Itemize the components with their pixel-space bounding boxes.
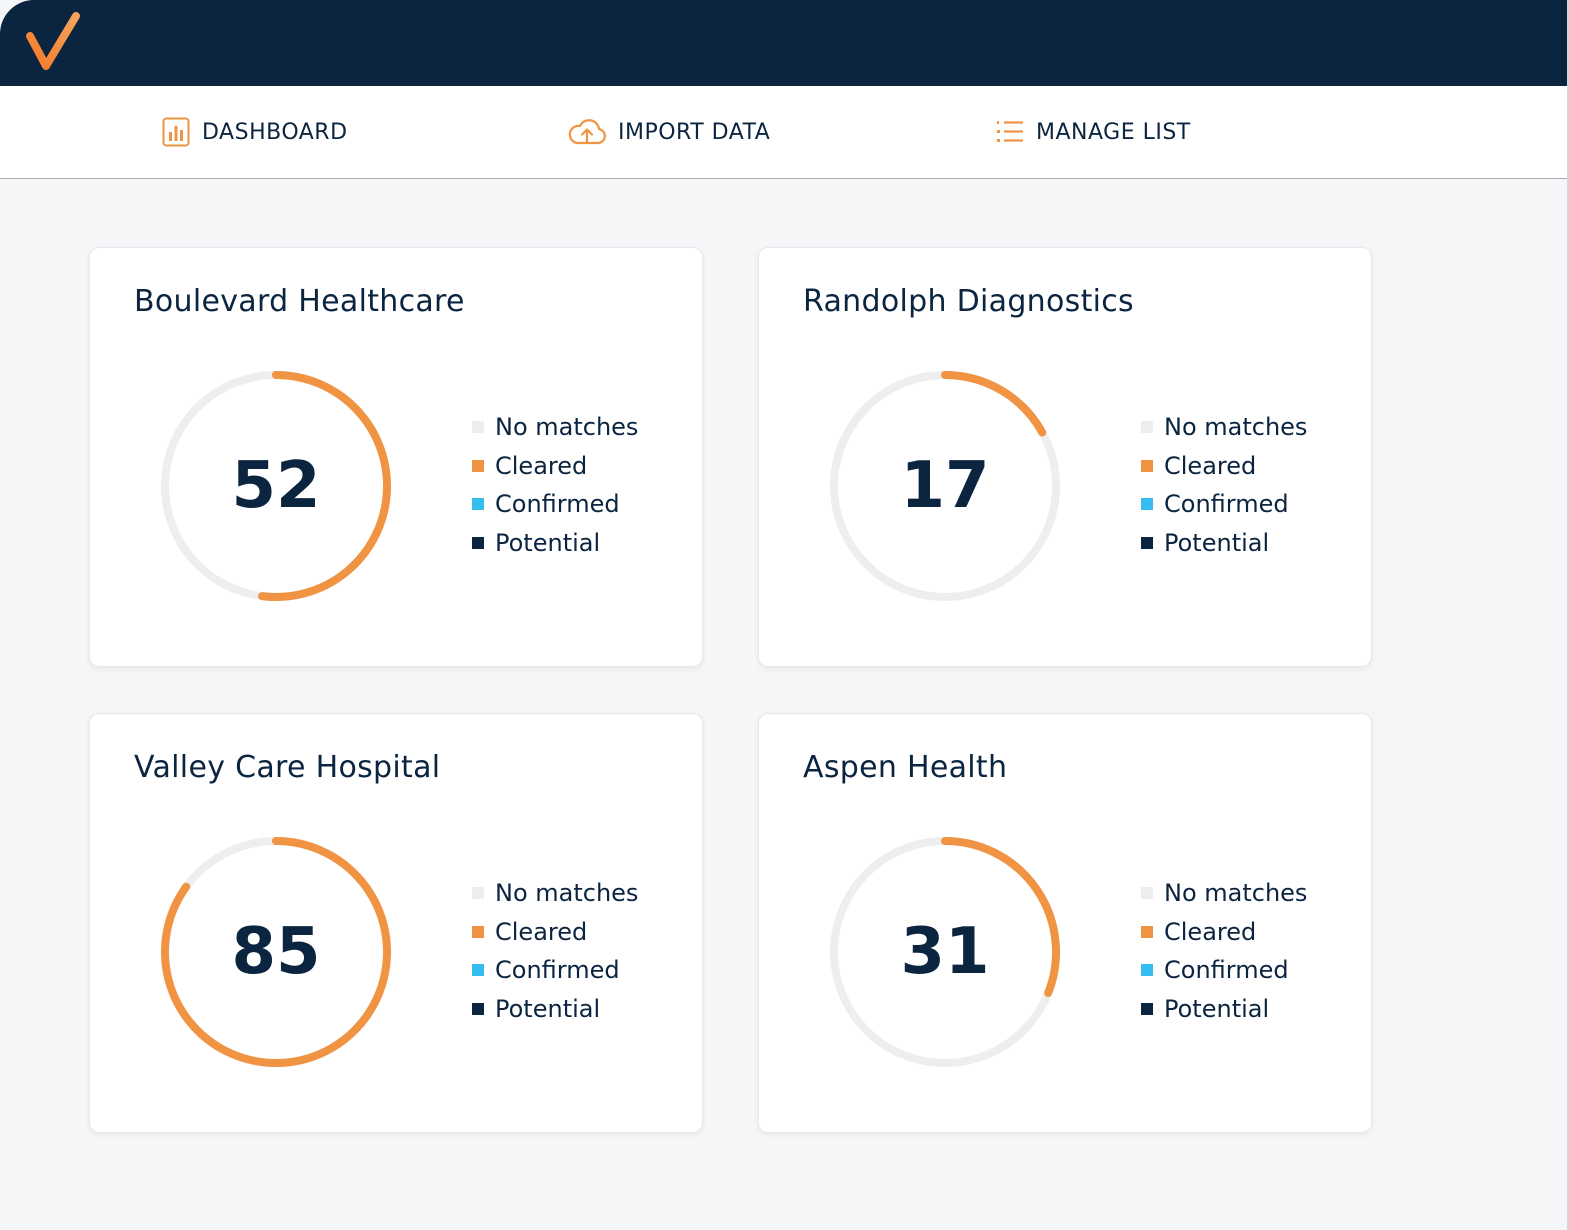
card-title: Valley Care Hospital (134, 750, 441, 785)
legend-label: Cleared (495, 917, 588, 946)
nav-import-data-label: IMPORT DATA (618, 119, 771, 145)
nav-manage-list-label: MANAGE LIST (1036, 119, 1191, 145)
legend-swatch (1141, 459, 1153, 472)
legend-swatch (472, 459, 484, 472)
ring-progress-arc (941, 837, 1060, 997)
legend-swatch (472, 1002, 484, 1015)
legend-label: Potential (1164, 994, 1270, 1023)
legend-label: Potential (1164, 528, 1270, 557)
legend-swatch (1141, 925, 1153, 938)
legend-item-confirmed: Confirmed (472, 485, 638, 524)
legend-item-cleared: Cleared (1141, 913, 1307, 952)
legend-item-cleared: Cleared (1141, 447, 1307, 486)
card-title: Boulevard Healthcare (134, 284, 465, 319)
legend-label: Cleared (495, 451, 588, 480)
legend-swatch (472, 498, 484, 511)
legend-label: No matches (495, 413, 639, 442)
legend-swatch (472, 536, 484, 549)
legend-swatch (472, 964, 484, 977)
card-title: Randolph Diagnostics (803, 284, 1134, 319)
match-count: 85 (231, 915, 321, 989)
ring-progress-arc (258, 371, 392, 601)
bar-chart-icon (162, 117, 190, 147)
legend-item-confirmed: Confirmed (472, 951, 638, 990)
legend-label: Cleared (1164, 917, 1257, 946)
match-count: 17 (900, 449, 990, 523)
legend-item-no-matches: No matches (1141, 408, 1307, 447)
nav-dashboard[interactable]: DASHBOARD (162, 86, 348, 178)
cloud-upload-icon (568, 117, 606, 147)
legend-label: No matches (495, 879, 639, 908)
legend-item-confirmed: Confirmed (1141, 951, 1307, 990)
legend-item-no-matches: No matches (1141, 874, 1307, 913)
progress-ring (161, 371, 392, 601)
progress-ring (830, 837, 1060, 1067)
legend: No matches Cleared Confirmed Potential (472, 408, 638, 562)
legend-swatch (1141, 421, 1153, 434)
legend-label: Confirmed (1164, 490, 1289, 519)
legend-swatch (472, 887, 484, 900)
legend-item-confirmed: Confirmed (1141, 485, 1307, 524)
legend-label: Cleared (1164, 451, 1257, 480)
legend: No matches Cleared Confirmed Potential (472, 874, 638, 1028)
legend-item-no-matches: No matches (472, 874, 638, 913)
legend-label: No matches (1164, 413, 1308, 442)
nav-manage-list[interactable]: MANAGE LIST (996, 86, 1191, 178)
checkmark-logo-icon[interactable] (26, 12, 82, 70)
hospital-card[interactable]: Boulevard Healthcare 52 No matches Clear… (89, 247, 703, 667)
legend-swatch (472, 925, 484, 938)
legend: No matches Cleared Confirmed Potential (1141, 874, 1307, 1028)
hospital-card[interactable]: Randolph Diagnostics 17 No matches Clear… (758, 247, 1372, 667)
legend-item-potential: Potential (1141, 524, 1307, 563)
progress-ring (161, 837, 392, 1067)
legend-label: Confirmed (1164, 956, 1289, 985)
legend: No matches Cleared Confirmed Potential (1141, 408, 1307, 562)
legend-label: Potential (495, 994, 601, 1023)
match-count: 31 (900, 915, 990, 989)
ring-progress-arc (941, 371, 1047, 437)
legend-swatch (1141, 536, 1153, 549)
hospital-card[interactable]: Aspen Health 31 No matches Cleared Confi… (758, 713, 1372, 1133)
legend-item-potential: Potential (472, 524, 638, 563)
legend-swatch (1141, 1002, 1153, 1015)
main-navigation: DASHBOARD IMPORT DATA (0, 86, 1567, 179)
card-title: Aspen Health (803, 750, 1008, 785)
ring-progress-arc (161, 837, 392, 1067)
legend-item-cleared: Cleared (472, 913, 638, 952)
legend-item-potential: Potential (472, 990, 638, 1029)
nav-import-data[interactable]: IMPORT DATA (568, 86, 770, 178)
legend-label: Confirmed (495, 956, 620, 985)
legend-label: Confirmed (495, 490, 620, 519)
legend-item-cleared: Cleared (472, 447, 638, 486)
legend-item-no-matches: No matches (472, 408, 638, 447)
nav-dashboard-label: DASHBOARD (202, 119, 348, 145)
legend-swatch (472, 421, 484, 434)
legend-swatch (1141, 964, 1153, 977)
top-header-bar (0, 0, 1567, 86)
numbered-list-icon (996, 118, 1024, 146)
legend-label: No matches (1164, 879, 1308, 908)
legend-item-potential: Potential (1141, 990, 1307, 1029)
hospital-card[interactable]: Valley Care Hospital 85 No matches Clear… (89, 713, 703, 1133)
legend-swatch (1141, 498, 1153, 511)
legend-label: Potential (495, 528, 601, 557)
match-count: 52 (231, 449, 321, 523)
progress-ring (830, 371, 1060, 601)
legend-swatch (1141, 887, 1153, 900)
